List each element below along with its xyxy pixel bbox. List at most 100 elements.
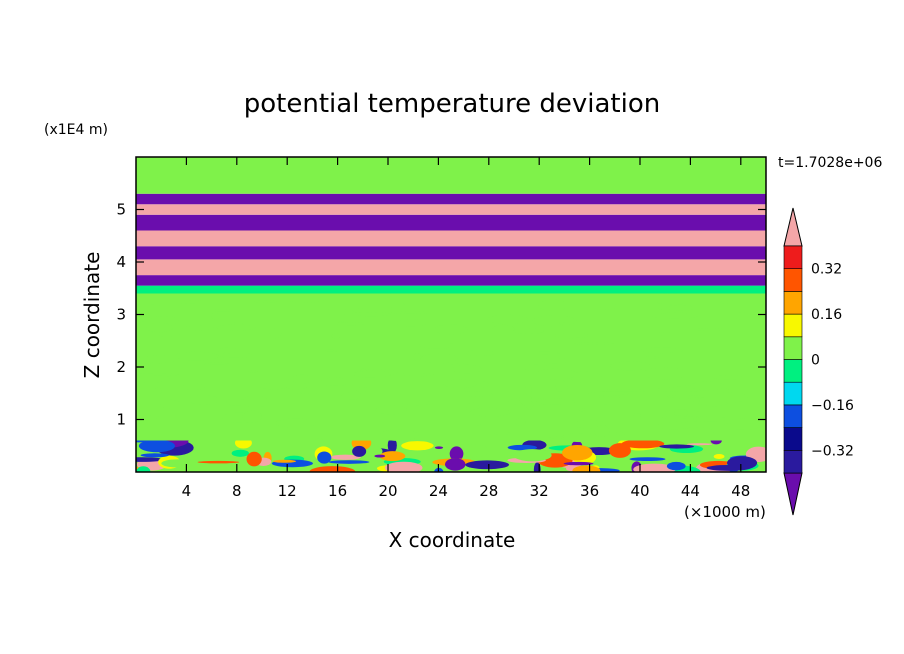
time-label: t=1.7028e+06 — [778, 155, 882, 171]
field-blob — [693, 397, 700, 405]
field-blob — [692, 416, 729, 422]
colorbar-arrow-top — [783, 207, 803, 247]
field-blob — [434, 446, 444, 449]
field-blob — [507, 444, 537, 451]
field-blob — [297, 391, 322, 394]
field-blob — [493, 432, 512, 435]
field-blob — [610, 361, 651, 371]
field-blob — [375, 405, 408, 415]
field-blob — [601, 389, 646, 392]
field-blob — [746, 359, 764, 368]
field-blob — [269, 328, 282, 339]
field-blob — [666, 395, 703, 399]
field-blob — [532, 315, 577, 327]
field-blob — [136, 457, 164, 462]
field-blob — [480, 381, 490, 388]
x-axis: 4 8 12 16 20 24 28 32 36 40 44 48 — [182, 157, 750, 500]
x-tick-label: 24 — [429, 482, 448, 500]
colorbar-tick-label: 0.16 — [811, 307, 842, 323]
field-blob — [659, 444, 695, 449]
field-blob — [519, 394, 532, 406]
field-blob — [161, 459, 194, 468]
field-blob — [216, 324, 256, 331]
field-blob — [666, 461, 686, 471]
x-tick-label: 48 — [731, 482, 750, 500]
field-blob — [317, 451, 332, 464]
field-blob — [633, 463, 676, 472]
colorbar-swatch — [783, 313, 803, 338]
chart-title: potential temperature deviation — [244, 89, 660, 119]
field-blob — [401, 400, 434, 406]
field-blob — [160, 399, 182, 409]
field-blob — [561, 433, 601, 443]
field-blob — [325, 308, 349, 316]
field-blob — [572, 465, 601, 472]
field-blob — [662, 415, 693, 419]
y-axis-label: Z coordinate — [80, 252, 104, 379]
field-blob — [246, 451, 262, 467]
field-band — [136, 157, 766, 194]
field-band — [136, 275, 766, 286]
field-blob — [711, 375, 743, 380]
field-blob — [379, 451, 406, 462]
field-blob — [644, 356, 660, 359]
colorbar-swatch — [783, 291, 803, 315]
field-blob — [452, 364, 482, 374]
field-blob — [242, 395, 269, 408]
field-blob — [674, 409, 689, 417]
field-blob — [420, 353, 458, 364]
x-tick-label: 40 — [630, 482, 649, 500]
field-blob — [341, 392, 365, 400]
plot-area — [136, 157, 766, 472]
y-tick-label: 2 — [116, 358, 126, 376]
field-blob — [487, 314, 529, 325]
field-blob — [153, 387, 163, 395]
field-blob — [588, 391, 629, 396]
field-blob — [315, 438, 323, 442]
field-blob — [549, 436, 564, 439]
y-tick-label: 3 — [116, 306, 126, 324]
field-blob — [231, 449, 249, 457]
field-blob — [138, 439, 176, 453]
field-blob — [419, 341, 455, 349]
field-blob — [187, 395, 221, 405]
field-blob — [608, 443, 631, 458]
field-blob — [554, 332, 589, 339]
field-blob — [693, 328, 724, 331]
colorbar-tick-label: 0 — [811, 353, 820, 369]
field-blob — [136, 466, 151, 472]
field-blob — [291, 374, 315, 384]
field-blob — [689, 427, 714, 438]
field-blob — [538, 299, 568, 311]
colorbar-tick-label: −0.32 — [811, 443, 854, 459]
field-blob — [197, 460, 240, 464]
x-tick-label: 16 — [328, 482, 347, 500]
field-blob — [401, 373, 435, 377]
field-blob — [513, 328, 544, 334]
y-axis: 1 2 3 4 5 — [116, 201, 766, 429]
field-blob — [355, 387, 372, 392]
field-blob — [698, 444, 731, 449]
field-blob — [210, 309, 233, 312]
x-tick-label: 44 — [681, 482, 700, 500]
field-blob — [146, 322, 173, 333]
field-blob — [396, 318, 427, 327]
field-blob — [573, 342, 614, 345]
field-blob — [615, 431, 625, 436]
field-band — [136, 246, 766, 260]
field-blob — [247, 370, 258, 373]
field-blob — [594, 425, 610, 437]
field-blob — [720, 300, 737, 305]
field-blob — [182, 383, 205, 391]
field-band — [136, 230, 766, 247]
field-blob — [657, 386, 703, 393]
field-blob — [275, 418, 316, 428]
x-unit-label: (×1000 m) — [684, 503, 766, 521]
field-blob — [370, 292, 393, 299]
y-tick-label: 5 — [116, 201, 126, 219]
field-band — [136, 204, 766, 215]
field-blob — [722, 422, 760, 430]
field-blob — [136, 373, 179, 376]
field-blob — [175, 351, 219, 361]
